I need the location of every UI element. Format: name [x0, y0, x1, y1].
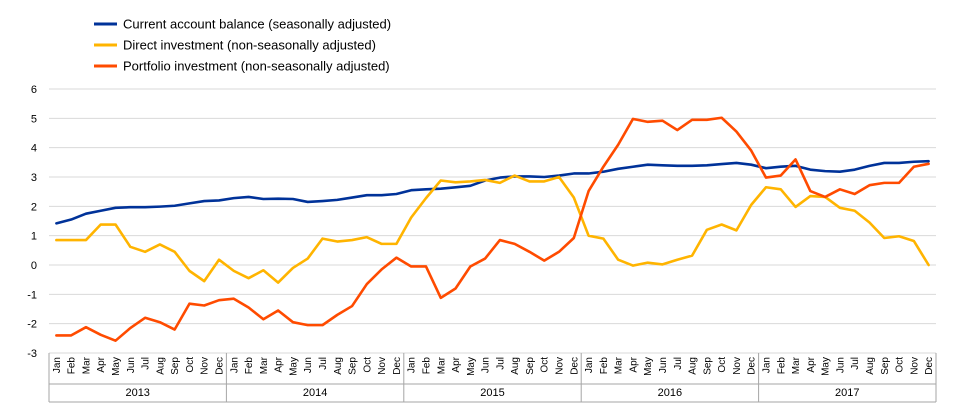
- x-tick-label: Jun: [303, 357, 314, 373]
- x-tick-label: Jun: [658, 357, 669, 373]
- x-axis: Jan Feb Mar Apr May Jun Jul Aug Sep Oct Nov Dec2013…: [48, 353, 937, 403]
- x-year-label: 2014: [303, 387, 327, 399]
- y-tick-label: -1: [27, 289, 37, 301]
- series-line-2: [55, 174, 930, 284]
- legend-label-1: Current account balance (seasonally adju…: [123, 17, 391, 32]
- y-tick-label: 5: [31, 113, 37, 125]
- x-tick-label: Dec: [747, 357, 758, 375]
- x-tick-label: Sep: [170, 357, 181, 375]
- x-tick-label: Oct: [362, 357, 373, 373]
- x-tick-label: May: [111, 357, 122, 376]
- x-tick-label: Oct: [540, 357, 551, 373]
- x-tick-label: May: [643, 357, 654, 376]
- x-tick-label: Apr: [96, 356, 107, 372]
- x-tick-label: Aug: [155, 357, 166, 375]
- y-tick-label: 2: [31, 201, 37, 213]
- x-tick-label: Aug: [865, 357, 876, 375]
- x-tick-label: Nov: [732, 357, 743, 375]
- x-tick-label: Feb: [599, 357, 610, 375]
- x-tick-label: Mar: [259, 356, 270, 374]
- x-tick-label: Feb: [776, 357, 787, 375]
- x-tick-label: Jul: [850, 357, 861, 370]
- x-year-label: 2017: [835, 387, 859, 399]
- x-tick-label: Mar: [436, 356, 447, 374]
- x-tick-label: Mar: [614, 356, 625, 374]
- x-tick-label: Feb: [67, 357, 78, 375]
- x-tick-label: Jun: [481, 357, 492, 373]
- x-tick-label: Nov: [555, 357, 566, 375]
- x-tick-label: Oct: [185, 357, 196, 373]
- series-lines: [55, 116, 930, 342]
- y-tick-label: 4: [31, 143, 37, 155]
- x-tick-label: Dec: [392, 357, 403, 375]
- x-tick-label: Dec: [569, 357, 580, 375]
- x-tick-label: Nov: [377, 357, 388, 375]
- legend: Current account balance (seasonally adju…: [94, 17, 391, 74]
- x-tick-label: Feb: [244, 357, 255, 375]
- x-tick-label: May: [466, 357, 477, 376]
- x-year-label: 2015: [480, 387, 504, 399]
- x-tick-label: Apr: [274, 356, 285, 372]
- x-tick-label: May: [288, 357, 299, 376]
- x-tick-label: Sep: [702, 357, 713, 375]
- x-tick-label: Jan: [52, 357, 63, 373]
- x-tick-label: Sep: [525, 357, 536, 375]
- x-tick-label: Aug: [333, 357, 344, 375]
- x-tick-label: Apr: [628, 356, 639, 372]
- series-line-3: [55, 116, 930, 342]
- x-year-label: 2013: [125, 387, 149, 399]
- x-tick-label: Nov: [200, 357, 211, 375]
- x-year-label: 2016: [658, 387, 682, 399]
- x-tick-label: Aug: [688, 357, 699, 375]
- x-tick-label: Feb: [421, 357, 432, 375]
- legend-label-2: Direct investment (non-seasonally adjust…: [123, 38, 376, 53]
- y-tick-label: 3: [31, 172, 37, 184]
- x-tick-label: Jan: [407, 357, 418, 373]
- y-tick-label: -3: [27, 348, 37, 360]
- x-tick-label: Aug: [510, 357, 521, 375]
- x-tick-label: Jul: [495, 357, 506, 370]
- x-tick-label: Sep: [880, 357, 891, 375]
- x-tick-label: Apr: [806, 356, 817, 372]
- y-tick-label: 0: [31, 260, 37, 272]
- x-tick-label: May: [821, 357, 832, 376]
- x-tick-label: Nov: [909, 357, 920, 375]
- x-tick-label: Jun: [126, 357, 137, 373]
- x-tick-label: Jun: [835, 357, 846, 373]
- x-tick-label: Oct: [717, 357, 728, 373]
- x-tick-label: Dec: [215, 357, 226, 375]
- x-tick-label: Jan: [584, 357, 595, 373]
- legend-label-3: Portfolio investment (non-seasonally adj…: [123, 59, 390, 74]
- x-tick-label: Jul: [673, 357, 684, 370]
- y-tick-label: 6: [31, 84, 37, 96]
- x-tick-label: Jan: [229, 357, 240, 373]
- series-line-1: [55, 159, 930, 225]
- x-tick-label: Jan: [761, 357, 772, 373]
- x-tick-label: Mar: [81, 356, 92, 374]
- x-tick-label: Dec: [924, 357, 935, 375]
- y-tick-label: 1: [31, 231, 37, 243]
- x-tick-label: Jul: [141, 357, 152, 370]
- y-axis: -3 -2 -1 0 1 2 3 4 5 6: [27, 84, 37, 360]
- x-tick-label: Apr: [451, 356, 462, 372]
- x-tick-label: Jul: [318, 357, 329, 370]
- grid-lines: [49, 88, 936, 354]
- x-tick-label: Sep: [348, 357, 359, 375]
- y-tick-label: -2: [27, 319, 37, 331]
- x-tick-label: Mar: [791, 356, 802, 374]
- x-tick-label: Oct: [895, 357, 906, 373]
